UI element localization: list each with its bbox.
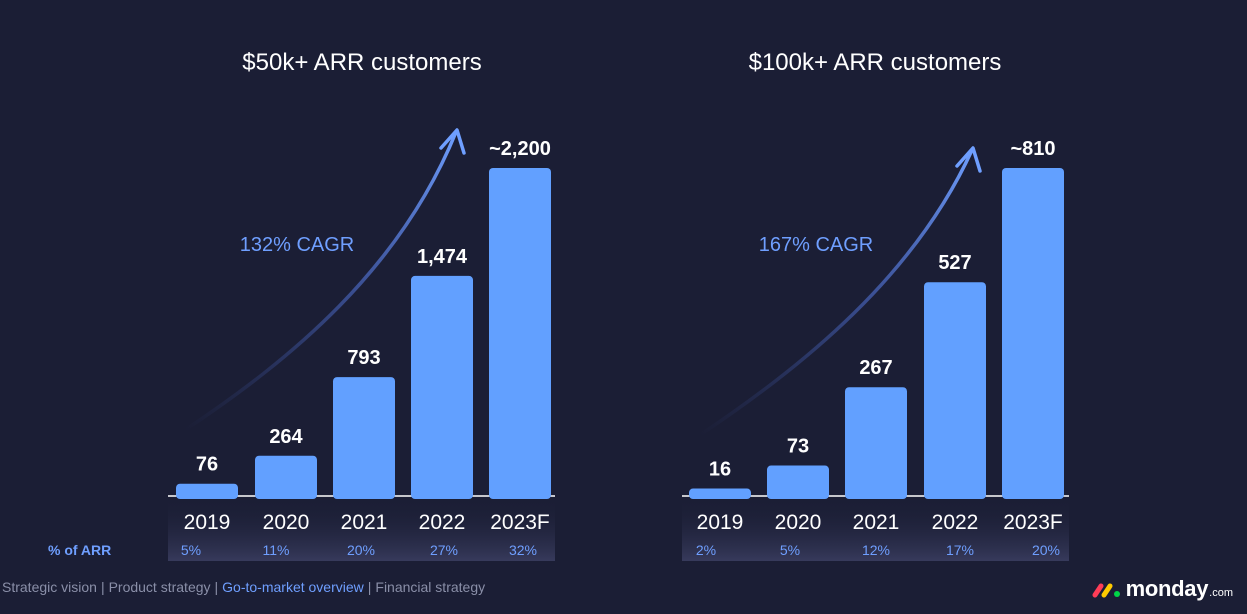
value-label-2020: 73 <box>787 436 809 458</box>
chart-title-50k: $50k+ ARR customers <box>242 49 481 76</box>
growth-arrow <box>699 149 974 437</box>
category-label-2022: 2022 <box>932 511 979 534</box>
value-label-2021: 267 <box>859 357 892 379</box>
value-label-2022: 527 <box>938 252 971 274</box>
bar-2020 <box>767 465 829 499</box>
pct-of-arr-label: % of ARR <box>48 542 111 558</box>
value-label-2023F: ~810 <box>1010 138 1055 160</box>
value-label-2023F: ~2,200 <box>489 138 551 160</box>
bar-2019 <box>689 488 751 499</box>
bar-2023F <box>489 168 551 499</box>
category-band <box>682 497 1069 561</box>
arrow-head-icon <box>955 146 982 173</box>
category-label-2019: 2019 <box>697 511 744 534</box>
pct-of-arr-2022: 27% <box>430 542 458 558</box>
chart-marks: 76 2019 5% 264 2020 11% 793 2021 20% 1,474 2022 27%… <box>176 138 551 558</box>
bar-2020 <box>255 455 317 499</box>
chart-marks: 16 2019 2% 73 2020 5% 267 2021 12% 527 2022 17% ~810… <box>689 138 1064 558</box>
footer-separator: | <box>214 579 219 595</box>
bar-2022 <box>411 275 473 499</box>
pct-of-arr-2021: 12% <box>862 542 890 558</box>
growth-arrow <box>184 131 458 432</box>
pct-of-arr-2022: 17% <box>946 542 974 558</box>
pct-of-arr-2023F: 32% <box>509 542 537 558</box>
brand-logo: monday .com <box>1092 576 1233 602</box>
category-label-2020: 2020 <box>263 511 310 534</box>
bar-2023F <box>1002 168 1064 499</box>
bar-2021 <box>845 387 907 499</box>
value-label-2019: 16 <box>709 459 731 481</box>
footer-separator: | <box>100 579 105 595</box>
pct-of-arr-2020: 5% <box>780 542 800 558</box>
value-label-2021: 793 <box>347 347 380 369</box>
footer-separator: | <box>367 579 372 595</box>
bar-2019 <box>176 483 238 499</box>
arrow-head-icon <box>439 128 466 155</box>
brand-suffix: .com <box>1209 587 1233 599</box>
category-label-2023F: 2023F <box>1003 511 1063 534</box>
category-band <box>168 497 555 561</box>
pct-of-arr-2020: 11% <box>263 542 290 558</box>
category-label-2023F: 2023F <box>490 511 550 534</box>
chart-title-100k: $100k+ ARR customers <box>749 49 1002 76</box>
value-label-2019: 76 <box>196 454 218 476</box>
category-label-2022: 2022 <box>419 511 466 534</box>
bar-2022 <box>924 282 986 499</box>
footer-nav-item-financial-strategy[interactable]: Financial strategy <box>375 579 486 595</box>
bar-2021 <box>333 377 395 499</box>
brand-name: monday <box>1125 576 1209 601</box>
category-label-2021: 2021 <box>341 511 388 534</box>
cagr-label: 167% CAGR <box>759 234 874 256</box>
footer-nav-item-go-to-market-overview[interactable]: Go-to-market overview <box>222 579 364 595</box>
chart-50k-arr: $50k+ ARR customers 132% CAGR 76 2019 5% 26… <box>168 49 555 561</box>
pct-of-arr-2023F: 20% <box>1032 542 1060 558</box>
chart-100k-arr: $100k+ ARR customers 167% CAGR 16 2019 2% 7… <box>682 49 1069 561</box>
monday-logo-icon <box>1092 583 1122 599</box>
pct-of-arr-2019: 5% <box>181 542 201 558</box>
footer-nav-item-strategic-vision[interactable]: Strategic vision <box>2 579 97 595</box>
pct-of-arr-2021: 20% <box>347 542 375 558</box>
category-label-2020: 2020 <box>775 511 822 534</box>
footer-nav: Strategic vision | Product strategy | Go-to-… <box>2 579 485 595</box>
category-label-2021: 2021 <box>853 511 900 534</box>
cagr-label: 132% CAGR <box>240 234 355 256</box>
category-label-2019: 2019 <box>184 511 231 534</box>
pct-of-arr-2019: 2% <box>696 542 716 558</box>
footer-nav-item-product-strategy[interactable]: Product strategy <box>108 579 211 595</box>
value-label-2020: 264 <box>269 426 303 448</box>
value-label-2022: 1,474 <box>417 246 468 268</box>
